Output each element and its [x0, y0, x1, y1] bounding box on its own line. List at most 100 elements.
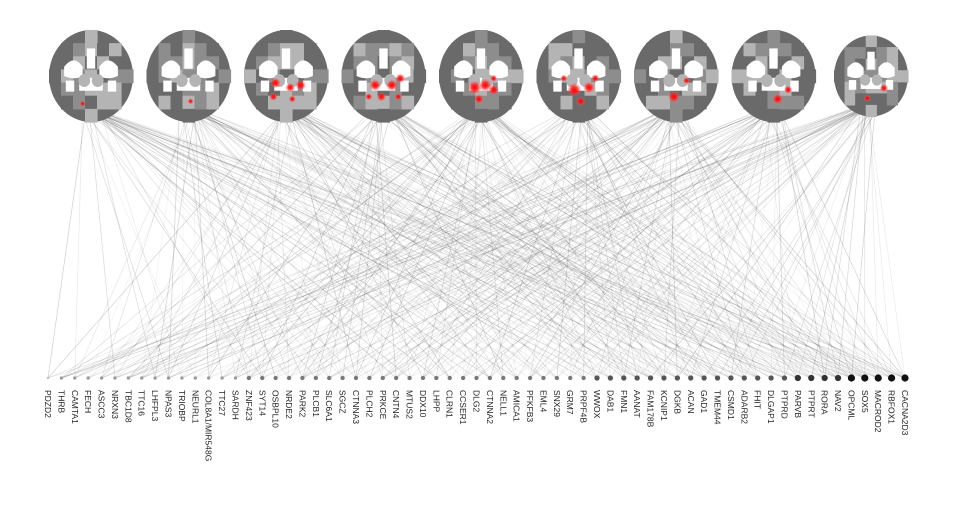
network-edge [292, 107, 785, 379]
activation-hotspot [394, 93, 402, 101]
network-edge [477, 107, 812, 379]
network-edge [471, 107, 906, 379]
gene-label: CLRN1 [445, 390, 455, 418]
network-edge [195, 104, 879, 379]
network-edge [168, 104, 863, 379]
network-edge [409, 107, 678, 379]
network-edge [764, 108, 799, 379]
network-edge [485, 108, 531, 379]
network-edge [188, 107, 879, 379]
network-edge [61, 107, 482, 379]
network-edge [90, 107, 437, 379]
brain-slice-5 [439, 30, 524, 123]
network-edge [290, 108, 424, 379]
gene-node-rbfox1 [888, 374, 896, 382]
gene-node-rora [821, 374, 828, 382]
network-edge [475, 108, 477, 379]
network-edge [575, 108, 651, 379]
network-edge [128, 107, 490, 379]
network-edge [186, 108, 303, 379]
network-edge [88, 107, 768, 379]
gene-label: AMICA1 [512, 390, 522, 422]
network-edge [93, 107, 491, 379]
network-edge [476, 107, 685, 379]
network-edge [462, 108, 483, 379]
network-edge [178, 107, 892, 379]
gene-label: THRB [56, 390, 66, 413]
network-edge [128, 107, 384, 379]
network-edge [197, 107, 491, 379]
gene-node-dlg2 [474, 375, 479, 381]
network-edge [543, 104, 870, 379]
network-edge [114, 104, 881, 379]
network-edge [89, 107, 732, 379]
activation-hotspot [395, 73, 406, 84]
network-edge [378, 107, 638, 379]
network-edge [248, 104, 881, 379]
gene-label: FHIT [753, 390, 763, 409]
network-edge [193, 108, 196, 379]
gene-label: RORA [820, 390, 830, 415]
network-edge [98, 107, 584, 379]
network-edge [276, 108, 290, 379]
gene-node-nav2 [834, 374, 842, 382]
network-edge [155, 104, 877, 379]
network-edge [516, 108, 684, 379]
network-edge [672, 108, 839, 379]
network-edge [382, 107, 781, 379]
network-edge [391, 108, 504, 379]
network-edge [503, 104, 867, 379]
network-edge [717, 104, 878, 379]
gene-node-opcml [847, 374, 856, 382]
activation-hotspot [682, 77, 691, 85]
network-edge [487, 107, 892, 379]
network-edge [86, 107, 450, 379]
network-edge [282, 107, 491, 379]
network-edge [101, 108, 190, 379]
network-edge [780, 108, 826, 379]
gene-node-csmd1 [728, 375, 734, 381]
gene-node-tmem44 [714, 375, 721, 381]
network-edge [476, 107, 783, 379]
network-edge [556, 104, 875, 379]
network-edge [355, 108, 473, 379]
network-edge [74, 107, 679, 379]
network-edge [91, 107, 812, 379]
gene-label: SARDH [230, 390, 240, 420]
network-edge [376, 108, 384, 379]
network-edge [315, 107, 581, 379]
network-edge [261, 108, 282, 379]
gene-label: EML4 [538, 390, 548, 412]
network-edge [678, 107, 879, 379]
network-edge [114, 107, 771, 379]
network-edge [462, 104, 874, 379]
network-edge [154, 107, 669, 379]
gene-label: COL8A1/MIR548G [204, 390, 214, 461]
network-edge [197, 107, 558, 379]
network-edge [389, 107, 611, 379]
network-edge [94, 107, 852, 379]
network-edge [181, 107, 611, 379]
gene-label: NRXN3 [110, 390, 120, 419]
network-edge [489, 107, 718, 379]
gene-node-sgcz [340, 375, 345, 381]
network-edge [83, 107, 839, 379]
network-edge [187, 107, 839, 379]
network-edge [181, 107, 489, 379]
network-edge [481, 108, 518, 379]
network-edge [474, 108, 625, 379]
network-edge [342, 104, 869, 379]
gene-label: PDZD2 [43, 390, 53, 418]
network-edge [583, 104, 865, 379]
network-edge [569, 104, 871, 379]
network-edge [373, 107, 718, 379]
network-edge [128, 107, 771, 379]
network-edge [650, 104, 877, 379]
network-edge [675, 108, 852, 379]
gene-node-nrde2 [286, 375, 292, 381]
gene-label: SOX5 [860, 390, 870, 413]
network-edge [770, 108, 778, 379]
brain-slices [49, 30, 909, 123]
network-edge [580, 108, 692, 379]
network-edge [189, 108, 276, 379]
